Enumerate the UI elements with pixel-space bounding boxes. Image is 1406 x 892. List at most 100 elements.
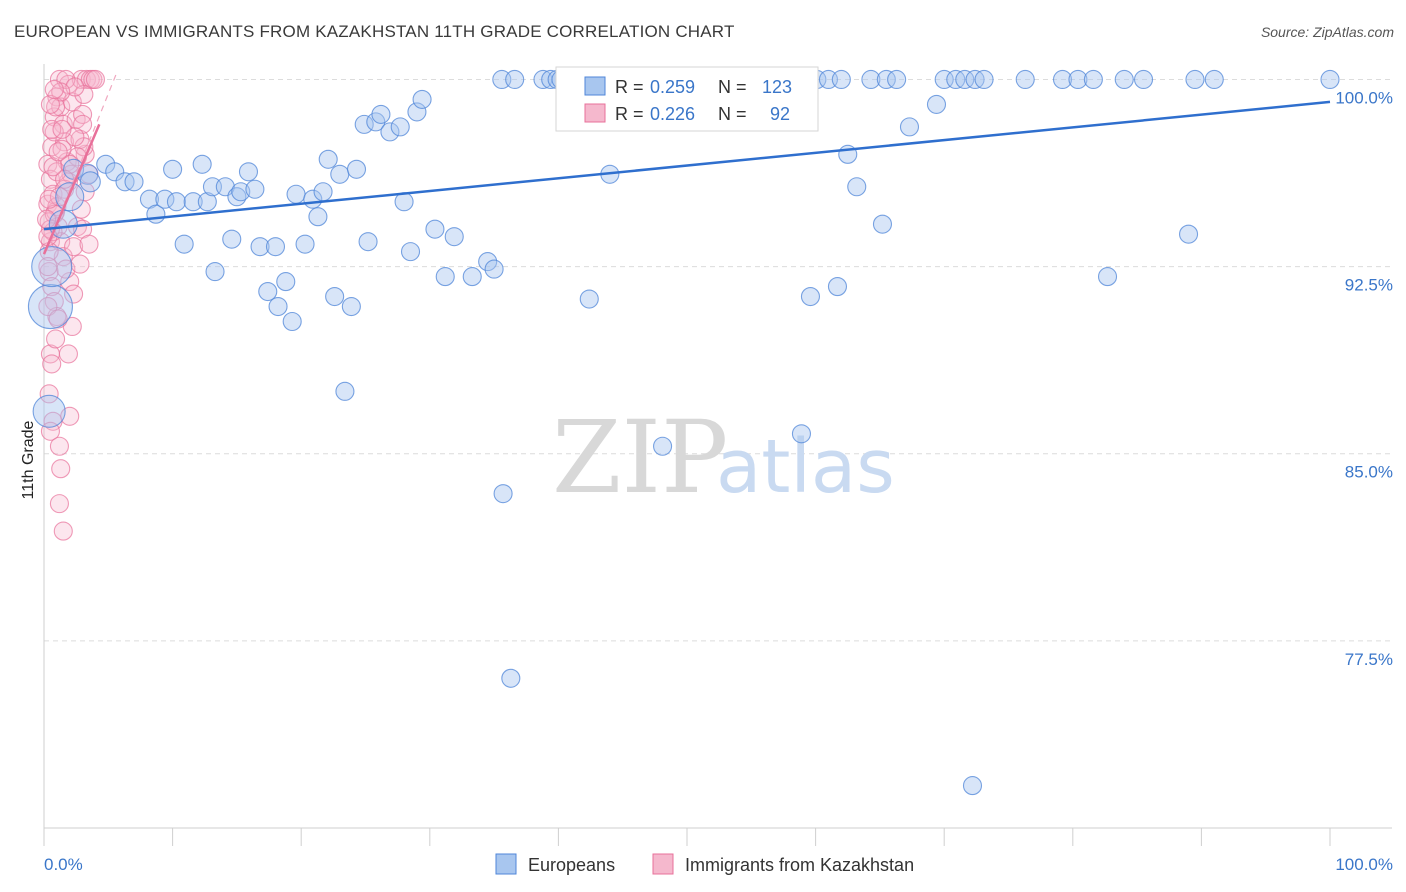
watermark-zip: ZIP	[552, 399, 728, 516]
watermark-atlas: atlas	[716, 424, 895, 510]
europeans-point	[354, 114, 374, 134]
europeans-point	[791, 424, 812, 444]
legend-label-europeans: Europeans	[528, 855, 615, 875]
europeans-point	[1178, 224, 1199, 244]
europeans-point	[390, 117, 410, 137]
europeans-point	[876, 69, 896, 90]
kazakhstan-point	[64, 237, 84, 257]
europeans-point	[79, 171, 101, 193]
europeans-point	[183, 192, 203, 212]
europeans-point	[653, 436, 673, 456]
kazakhstan-point	[85, 69, 105, 90]
europeans-point	[330, 164, 350, 184]
europeans-point	[174, 234, 194, 254]
europeans-point	[318, 149, 338, 169]
legend-swatch-europeans	[495, 853, 517, 875]
europeans-point	[394, 192, 414, 212]
europeans-point	[358, 232, 378, 252]
kazakhstan-point	[38, 296, 58, 317]
europeans-point	[105, 162, 125, 182]
europeans-point	[1068, 69, 1088, 90]
stats-n-kazakhstan: 92	[770, 104, 790, 124]
kazakhstan-point	[58, 344, 78, 364]
europeans-point	[238, 162, 259, 182]
europeans-point	[346, 159, 367, 179]
europeans-point	[444, 227, 464, 247]
europeans-point	[872, 214, 893, 234]
europeans-point	[205, 262, 225, 282]
kazakhstan-point	[38, 257, 58, 277]
europeans-point	[1083, 69, 1103, 90]
europeans-point	[800, 286, 821, 307]
kazakhstan-point	[51, 459, 71, 479]
kazakhstan-point	[40, 169, 60, 189]
source-label: Source: ZipAtlas.com	[1260, 24, 1394, 40]
kazakhstan-point	[43, 157, 63, 177]
kazakhstan-point	[48, 142, 68, 162]
europeans-point	[313, 182, 333, 202]
europeans-point	[250, 237, 270, 257]
y-tick-label: 85.0%	[1345, 463, 1393, 482]
stats-swatch-europeans	[584, 76, 606, 96]
kazakhstan-point	[73, 104, 93, 124]
kazakhstan-point	[52, 119, 72, 139]
chart-title: EUROPEAN VS IMMIGRANTS FROM KAZAKHSTAN 1…	[14, 22, 735, 41]
europeans-point	[493, 484, 513, 504]
europeans-point	[245, 179, 265, 199]
europeans-point	[295, 234, 315, 254]
legend-label-kazakhstan: Immigrants from Kazakhstan	[685, 855, 914, 875]
y-tick-label: 100.0%	[1335, 88, 1393, 107]
europeans-point	[887, 69, 907, 90]
kazakhstan-point	[64, 284, 84, 304]
europeans-point	[926, 94, 947, 114]
europeans-point	[163, 159, 183, 179]
kazakhstan-point	[53, 521, 73, 541]
europeans-point	[478, 252, 498, 272]
europeans-trend-line	[43, 100, 1331, 231]
stats-r-kazakhstan: 0.226	[650, 104, 695, 124]
stats-n-label-kazakhstan: N =	[718, 104, 747, 124]
europeans-point	[400, 242, 421, 262]
europeans-point	[1133, 69, 1154, 90]
kazakhstan-point	[44, 122, 64, 142]
legend-swatch-kazakhstan	[652, 853, 674, 875]
watermark: ZIP atlas	[552, 399, 895, 516]
y-tick-labels: 100.0% 92.5% 85.0% 77.5%	[1335, 88, 1393, 668]
europeans-point	[308, 207, 328, 227]
kazakhstan-point	[40, 94, 60, 114]
kazakhstan-point	[39, 384, 59, 404]
europeans-point	[1052, 69, 1073, 90]
europeans-point	[335, 381, 355, 401]
stats-r-label-europeans: R =	[615, 77, 644, 97]
kazakhstan-point	[49, 494, 69, 514]
europeans-point	[827, 277, 848, 297]
kazakhstan-point	[44, 79, 64, 99]
europeans-point	[268, 296, 288, 317]
kazakhstan-point	[49, 436, 69, 456]
europeans-point	[1097, 267, 1118, 287]
europeans-point	[197, 192, 217, 212]
europeans-point	[192, 154, 212, 174]
kazakhstan-point	[60, 272, 80, 292]
europeans-point	[282, 311, 302, 332]
europeans-point	[847, 177, 867, 197]
x-tick-labels: 0.0% 100.0%	[44, 855, 1393, 874]
stats-r-label-kazakhstan: R =	[615, 104, 644, 124]
europeans-point	[974, 69, 994, 90]
stats-n-europeans: 123	[762, 77, 792, 97]
kazakhstan-point	[79, 234, 99, 254]
europeans-point	[166, 192, 187, 212]
series-europeans-points	[27, 69, 1340, 796]
kazakhstan-point	[53, 247, 73, 267]
europeans-point	[425, 219, 445, 239]
europeans-point	[484, 259, 504, 279]
europeans-point	[1204, 69, 1224, 90]
x-tick-label: 0.0%	[44, 855, 83, 874]
europeans-point	[325, 286, 345, 307]
trend-lines	[42, 74, 1331, 255]
europeans-point	[899, 117, 920, 137]
kazakhstan-point	[39, 189, 59, 209]
europeans-point	[265, 237, 286, 257]
y-tick-label: 92.5%	[1345, 276, 1393, 295]
